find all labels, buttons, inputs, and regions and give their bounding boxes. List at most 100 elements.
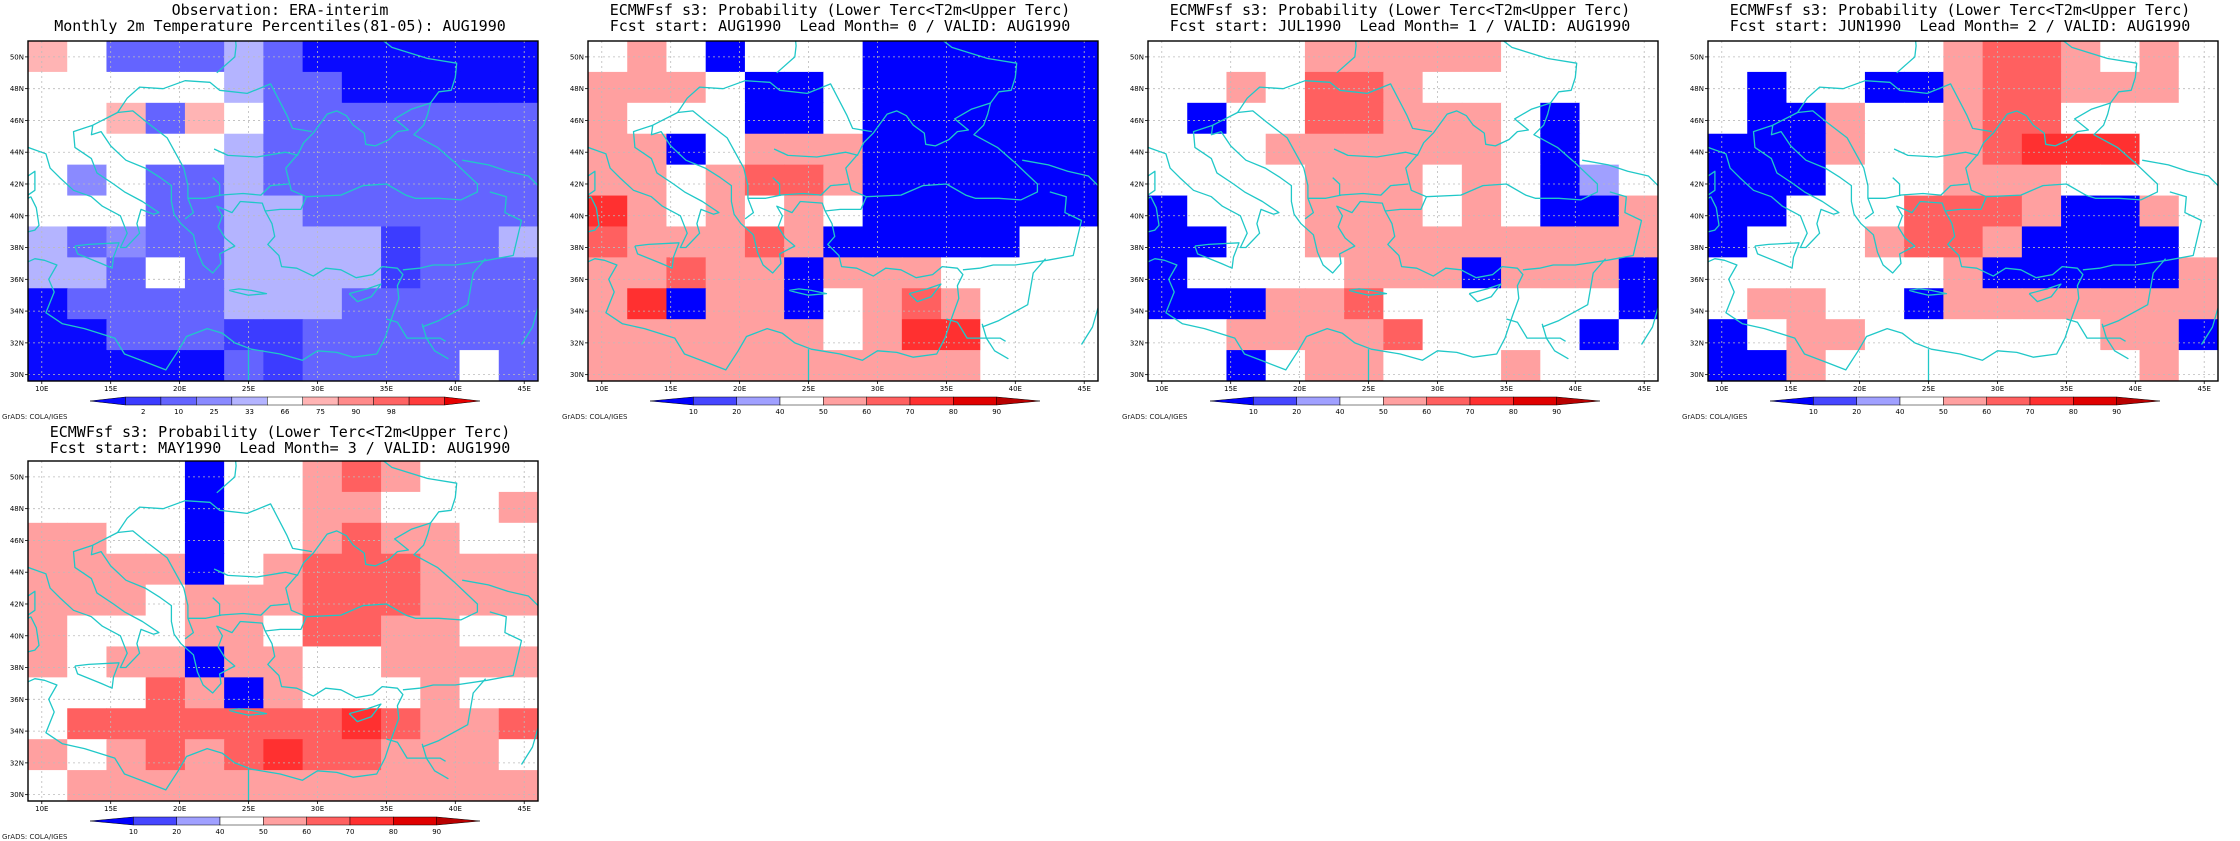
lon-tick-label: 15E xyxy=(104,385,117,393)
grid-cell xyxy=(1019,102,1060,135)
grid-cell xyxy=(1148,350,1188,381)
lat-tick-label: 36N xyxy=(570,276,584,284)
credit-label: GrADS: COLA/IGES xyxy=(562,413,628,421)
lat-tick-label: 42N xyxy=(570,180,584,188)
grid-cell xyxy=(498,708,538,740)
grid-cell xyxy=(1383,257,1424,289)
grid-cell xyxy=(1058,257,1098,289)
colorbar-swatch xyxy=(133,816,177,826)
grid-cell xyxy=(1501,164,1541,197)
grid-cell xyxy=(381,319,421,351)
colorbar-tick-label: 10 xyxy=(1249,408,1258,416)
grid-cell xyxy=(666,41,707,73)
colorbar-swatch xyxy=(1856,396,1901,406)
grid-cell xyxy=(341,646,382,678)
grid-cell xyxy=(1019,319,1060,351)
lat-tick-label: 38N xyxy=(10,244,24,252)
grid-cell xyxy=(2061,71,2101,104)
coastline-path xyxy=(229,288,268,296)
grid-cell xyxy=(1540,195,1581,228)
grid-cell xyxy=(224,739,264,771)
grid-cell xyxy=(1747,164,1788,197)
colorbar-swatch xyxy=(1943,396,1987,406)
grid-cell xyxy=(184,71,225,104)
coastline-path xyxy=(1332,177,1409,196)
grid-cell xyxy=(2139,195,2180,228)
grid-cell xyxy=(498,257,538,289)
grid-cell xyxy=(302,646,343,678)
grid-cell xyxy=(901,41,942,73)
colorbar-swatch xyxy=(1339,396,1384,406)
coastline-path xyxy=(2101,258,2167,328)
grid-cell xyxy=(1904,133,1944,166)
lat-tick-label: 40N xyxy=(570,212,584,220)
grid-cell xyxy=(2061,164,2101,197)
grid-cell xyxy=(1618,102,1658,135)
grid-cell xyxy=(498,71,538,104)
coastline-path xyxy=(216,461,237,494)
grid-cell xyxy=(627,71,668,104)
coastline-path xyxy=(117,500,313,553)
grid-cell xyxy=(302,133,343,166)
grid-cell xyxy=(67,195,108,228)
grid-cell xyxy=(1422,226,1463,258)
grid-cell xyxy=(263,319,304,351)
lon-tick-label: 15E xyxy=(1784,385,1797,393)
coastline-path xyxy=(1945,102,2159,212)
title-line-1: Observation: ERA-interim xyxy=(171,1,389,19)
grid-cell xyxy=(224,708,264,740)
grid-cell xyxy=(1422,195,1463,228)
grid-cell xyxy=(420,522,461,555)
colorbar-tick-label: 10 xyxy=(1809,408,1818,416)
grid-cell xyxy=(2061,133,2101,166)
coastline-path xyxy=(908,283,942,303)
lon-tick-label: 25E xyxy=(242,385,255,393)
grid-cell xyxy=(67,133,108,166)
coastline-path xyxy=(1148,124,1386,274)
map-plot: 50N 48N 46N 44N 42N 40N 38N 36N 34N 32N 30N 10E 15E 2… xyxy=(1690,40,2219,416)
grid-cell xyxy=(498,739,538,771)
lon-tick-label: 30E xyxy=(1991,385,2004,393)
coastlines xyxy=(1708,41,2218,381)
grid-cell xyxy=(862,257,903,289)
grid-cell xyxy=(341,739,382,771)
grid-cell xyxy=(941,71,981,104)
grid-cell xyxy=(1187,164,1228,197)
colorbar-swatch xyxy=(1556,396,1601,406)
colorbar-tick-label: 70 xyxy=(346,828,355,836)
grid-cell xyxy=(28,195,68,228)
coastline-path xyxy=(28,544,266,694)
grid-cell xyxy=(184,226,225,258)
colorbar-swatch xyxy=(349,816,394,826)
grid-cell xyxy=(302,677,343,709)
grid-cell xyxy=(862,226,903,258)
grid-cell xyxy=(784,195,824,228)
coastline-path xyxy=(747,194,782,199)
coastline-path xyxy=(213,568,299,578)
grid-cell xyxy=(302,491,343,524)
colorbar-tick-label: 40 xyxy=(1896,408,1905,416)
grid-cell xyxy=(1982,71,2023,104)
grid-cell xyxy=(341,770,382,801)
grid-cell xyxy=(381,553,421,586)
grid-cell xyxy=(184,491,225,524)
colorbar-tick-label: 50 xyxy=(259,828,268,836)
grid-cell xyxy=(2021,288,2062,320)
grid-cell xyxy=(862,71,903,104)
grid-cell xyxy=(341,553,382,586)
lat-tick-label: 38N xyxy=(1690,244,1704,252)
colorbar-tick-label: 60 xyxy=(862,408,871,416)
coastline-path xyxy=(1349,288,1388,296)
coastline-path xyxy=(229,708,268,716)
coastline-path xyxy=(382,41,458,104)
grid-cell xyxy=(1825,319,1866,351)
title-line-2: Fcst start: JUL1990 Lead Month= 1 / VALI… xyxy=(1169,17,1631,35)
grid-cell xyxy=(1786,288,1827,320)
grid-cell xyxy=(302,708,343,740)
colorbar-swatch xyxy=(2116,396,2161,406)
colorbar-swatch xyxy=(125,396,162,406)
grid-cell xyxy=(2061,319,2101,351)
coastline-path xyxy=(825,102,1039,212)
grid-cell xyxy=(1943,288,1984,320)
lon-tick-label: 25E xyxy=(1922,385,1935,393)
